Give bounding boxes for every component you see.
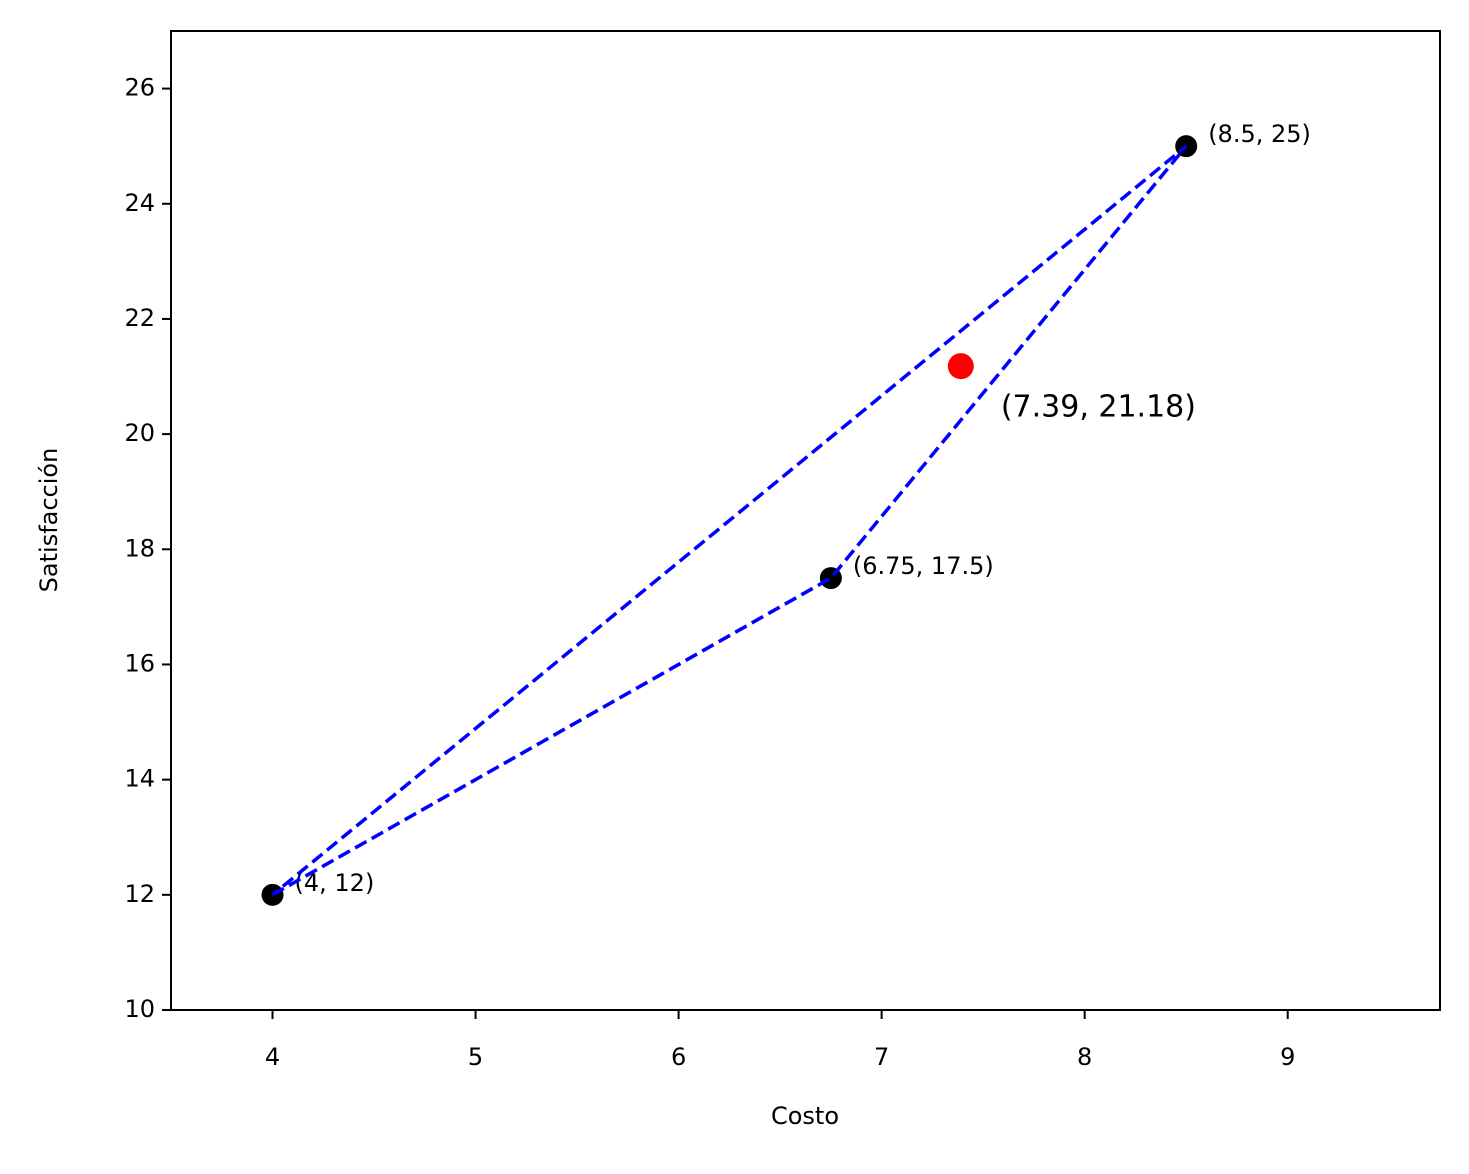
- y-tick-label: 22: [124, 304, 155, 332]
- data-label: (7.39, 21.18): [1001, 390, 1196, 425]
- y-tick-label: 14: [124, 765, 155, 793]
- y-tick-label: 24: [124, 189, 155, 217]
- x-tick-label: 9: [1280, 1043, 1295, 1071]
- dashed-line: [271, 144, 1188, 897]
- data-label: (8.5, 25): [1208, 120, 1311, 148]
- y-tick-label: 12: [124, 880, 155, 908]
- y-axis-label: Satisfacción: [35, 448, 63, 593]
- x-axis-label: Costo: [771, 1102, 839, 1130]
- y-tick-label: 26: [124, 74, 155, 102]
- x-tick-label: 5: [468, 1043, 483, 1071]
- plot-frame: [170, 30, 1441, 1011]
- x-tick-label: 6: [671, 1043, 686, 1071]
- point: [947, 353, 974, 380]
- y-tick-label: 10: [124, 995, 155, 1023]
- y-tick-label: 18: [124, 534, 155, 562]
- y-tick-label: 16: [124, 649, 155, 677]
- y-tick-label: 20: [124, 419, 155, 447]
- x-tick-label: 7: [874, 1043, 889, 1071]
- x-tick-label: 4: [265, 1043, 280, 1071]
- data-label: (6.75, 17.5): [853, 552, 994, 580]
- data-label: (4, 12): [295, 869, 375, 897]
- x-tick-label: 8: [1077, 1043, 1092, 1071]
